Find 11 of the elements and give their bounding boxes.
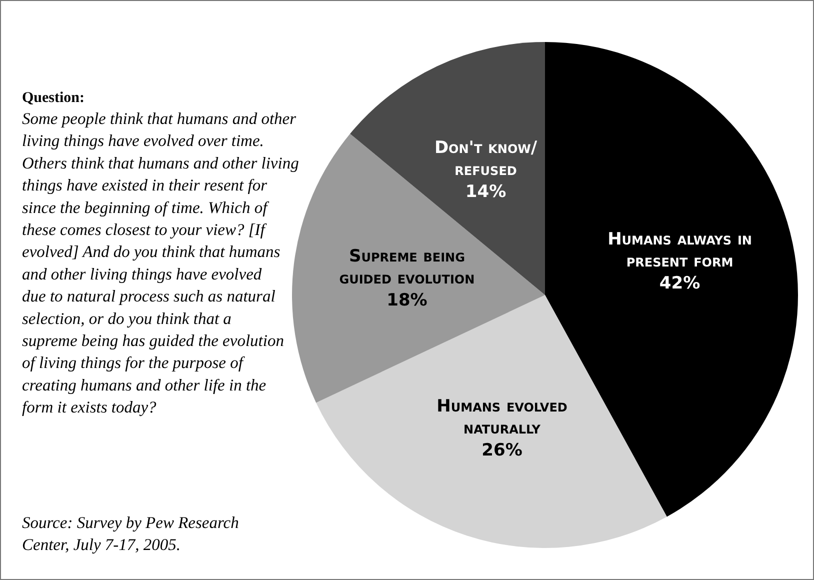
data-label: 14% <box>465 182 506 202</box>
data-label: 18% <box>386 290 428 311</box>
text: Some people think that humans and other living things have evolved over time. Others think that humans and other living things have existed in their resent for since the beginning of time. Which of these comes closest to your view? [If evolved] And do you think that humans and other living things have evolved due to natural process such as natural selection, or do you think that a supreme being has guided the evolution of living things for the purpose of creating humans and other life in the form it exists today? <box>22 109 299 417</box>
slice-label: Supreme being guided evolution <box>339 246 475 289</box>
slice-label: Humans always in present form <box>608 229 752 272</box>
source-note: Source: Survey by Pew Research Center, July 7-17, 2005. <box>22 513 239 554</box>
text: Question: <box>22 90 85 106</box>
data-label: 42% <box>659 273 700 294</box>
slice-label: Humans evolved naturally <box>436 396 568 438</box>
slice-label: Don't know/ refused <box>434 138 538 180</box>
data-label: 26% <box>482 440 522 460</box>
